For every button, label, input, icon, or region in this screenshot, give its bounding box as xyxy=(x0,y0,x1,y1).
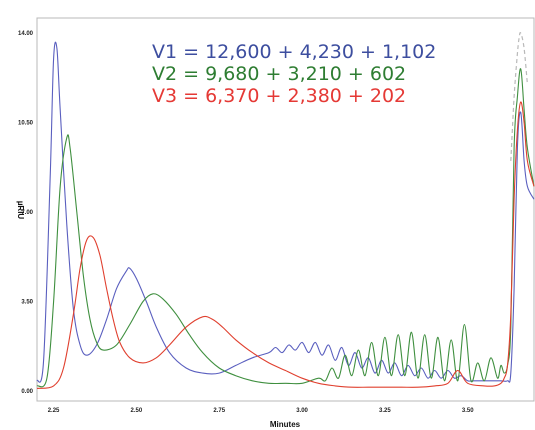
annotation-v2: V2 = 9,680 + 3,210 + 602 xyxy=(152,63,406,85)
plot-frame xyxy=(36,17,535,402)
series-line-v2 xyxy=(36,68,535,388)
plot-area-border xyxy=(36,17,535,402)
y-axis-title: µRIU xyxy=(16,201,25,220)
x-tick-label: 3.00 xyxy=(296,408,308,414)
x-tick-label: 2.50 xyxy=(131,408,143,414)
x-axis-ticks: 2.25 2.50 2.75 3.00 3.25 3.50 xyxy=(48,408,475,414)
x-tick-label: 3.25 xyxy=(379,408,391,414)
x-tick-label: 2.25 xyxy=(48,408,60,414)
y-tick-label: 0.00 xyxy=(21,389,33,395)
annotation-block: V1 = 12,600 + 4,230 + 1,102 V2 = 9,680 +… xyxy=(152,41,436,107)
y-tick-label: 10.50 xyxy=(18,121,34,127)
y-axis-ticks: 0.00 3.50 7.00 10.50 14.00 xyxy=(18,31,34,395)
series-line-v1 xyxy=(36,41,535,383)
x-tick-label: 2.75 xyxy=(213,408,225,414)
y-tick-label: 3.50 xyxy=(21,300,33,306)
annotation-v3: V3 = 6,370 + 2,380 + 202 xyxy=(152,85,406,107)
y-tick-label: 14.00 xyxy=(18,31,34,37)
x-tick-label: 3.50 xyxy=(462,408,474,414)
series-line-v3 xyxy=(36,101,535,389)
x-axis-title: Minutes xyxy=(270,420,301,429)
series-layer xyxy=(36,31,535,389)
series-dashed-tail xyxy=(510,31,528,161)
annotation-v1: V1 = 12,600 + 4,230 + 1,102 xyxy=(152,41,436,63)
y-tick-label: 7.00 xyxy=(21,210,33,216)
